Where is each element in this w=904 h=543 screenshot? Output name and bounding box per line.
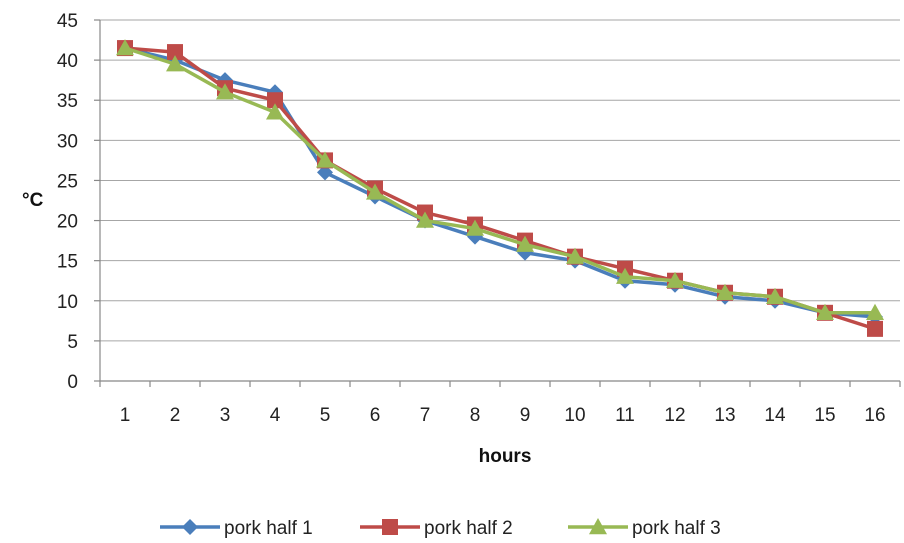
legend: pork half 1 pork half 2 pork half 3	[160, 518, 721, 539]
legend-marker	[182, 519, 198, 535]
x-tick-label: 3	[220, 405, 231, 426]
y-tick-labels: 0 5 10 15 20 25 30 35 40 45	[57, 11, 78, 393]
x-tick-labels: 1 2 3 4 5 6 7 8 9 10 11 12 13 14 15 16	[120, 405, 886, 426]
legend-marker	[382, 519, 398, 535]
y-tick-label: 20	[57, 212, 78, 233]
y-tick-label: 40	[57, 51, 78, 72]
y-tick-label: 30	[57, 131, 78, 152]
legend-label: pork half 3	[632, 518, 721, 539]
data-point	[216, 83, 234, 100]
series-2	[117, 40, 883, 337]
series-line	[124, 46, 875, 315]
data-point	[166, 55, 184, 72]
data-point	[566, 247, 584, 264]
x-tick-label: 10	[564, 405, 585, 426]
x-tick-label: 12	[664, 405, 685, 426]
data-point	[816, 303, 834, 321]
legend-label: pork half 2	[424, 518, 513, 539]
data-point	[366, 183, 384, 200]
x-tick-label: 6	[370, 405, 381, 426]
axes	[94, 19, 901, 387]
series-line	[124, 46, 876, 331]
y-axis-label: °C	[22, 190, 44, 211]
x-tick-label: 1	[120, 405, 131, 426]
data-point	[167, 44, 183, 61]
grid-lines	[100, 19, 900, 342]
x-tick-label: 2	[170, 405, 181, 426]
data-point	[466, 219, 484, 236]
x-tick-label: 15	[814, 405, 835, 426]
data-point	[866, 303, 884, 321]
x-tick-label: 16	[864, 405, 885, 426]
data-point	[316, 151, 334, 168]
x-tick-label: 5	[320, 405, 331, 426]
y-tick-label: 5	[67, 332, 78, 353]
x-tick-label: 4	[270, 405, 281, 426]
y-tick-label: 25	[57, 171, 78, 192]
x-tick-label: 8	[470, 405, 481, 426]
series-line	[124, 46, 876, 319]
x-axis-label: hours	[479, 446, 532, 467]
x-tick-label: 11	[615, 405, 635, 426]
y-tick-label: 35	[57, 91, 78, 112]
data-point	[416, 211, 434, 228]
data-point	[616, 267, 634, 284]
x-tick-label: 7	[420, 405, 431, 426]
x-tick-label: 9	[520, 405, 531, 426]
data-point	[516, 235, 534, 252]
legend-marker	[589, 518, 607, 535]
y-tick-label: 15	[57, 252, 78, 273]
y-tick-label: 10	[57, 292, 78, 313]
y-tick-label: 45	[57, 11, 78, 32]
legend-item: pork half 2	[360, 518, 513, 539]
data-point	[766, 287, 784, 304]
data-point	[317, 164, 333, 181]
data-point	[716, 283, 734, 300]
x-tick-label: 14	[764, 405, 786, 426]
legend-item: pork half 3	[568, 518, 721, 539]
x-tick-label: 13	[714, 405, 735, 426]
data-point	[867, 320, 883, 337]
y-tick-label: 0	[67, 372, 78, 393]
legend-label: pork half 1	[224, 518, 313, 539]
series-lines	[116, 39, 884, 337]
series-3	[116, 39, 884, 321]
data-point	[666, 271, 684, 288]
data-point	[116, 39, 134, 56]
legend-item: pork half 1	[160, 518, 313, 539]
data-point	[267, 92, 283, 109]
data-point	[266, 103, 284, 120]
